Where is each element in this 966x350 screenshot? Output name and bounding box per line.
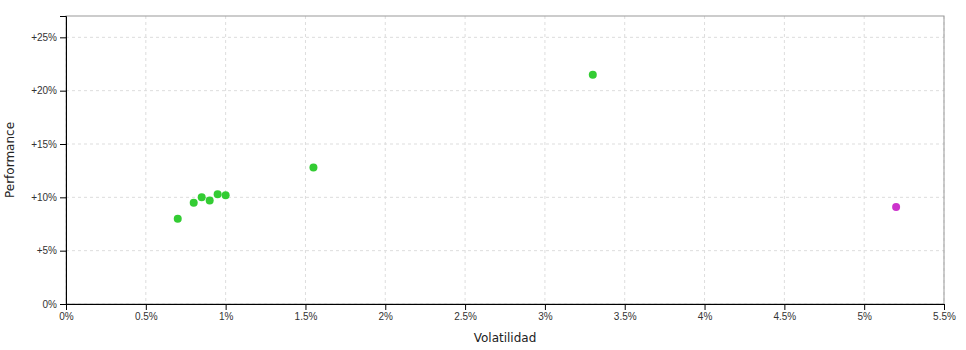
grid-line xyxy=(66,144,944,145)
tick-label: 5% xyxy=(857,311,872,322)
tick: 0% xyxy=(43,299,66,310)
tick: +10% xyxy=(31,192,66,203)
tick-mark xyxy=(226,304,227,310)
tick: 1% xyxy=(219,304,234,322)
point xyxy=(309,163,317,171)
tick-mark xyxy=(864,304,865,310)
tick-mark xyxy=(305,304,306,310)
point xyxy=(214,190,222,198)
point xyxy=(198,193,206,201)
grid xyxy=(66,16,944,304)
tick-label: 2% xyxy=(379,311,394,322)
point xyxy=(206,197,214,205)
tick: +25% xyxy=(31,32,66,43)
x-axis-title: Volatilidad xyxy=(474,331,537,345)
tick: +15% xyxy=(31,139,66,150)
tick: 5.5% xyxy=(933,304,956,322)
tick-mark xyxy=(60,144,66,145)
tick: 4% xyxy=(698,304,713,322)
point xyxy=(174,215,182,223)
grid-line xyxy=(66,90,944,91)
tick: 3.5% xyxy=(614,304,637,322)
tick-mark xyxy=(60,197,66,198)
grid-line xyxy=(784,16,785,304)
tick-label: +5% xyxy=(37,245,57,256)
axis-line xyxy=(60,17,67,305)
tick-label: +15% xyxy=(31,139,57,150)
tick-mark xyxy=(146,304,147,310)
tick-label: +10% xyxy=(31,192,57,203)
tick-mark xyxy=(784,304,785,310)
tick-label: +25% xyxy=(31,32,57,43)
plot-frame xyxy=(66,16,944,304)
tick-label: 4% xyxy=(698,311,713,322)
grid-line xyxy=(66,250,944,251)
point xyxy=(892,203,900,211)
axis-line xyxy=(67,305,945,311)
tick-label: 1.5% xyxy=(295,311,318,322)
tick-label: 2.5% xyxy=(454,311,477,322)
tick-mark xyxy=(545,304,546,310)
grid-line xyxy=(385,16,386,304)
series xyxy=(174,71,597,223)
tick-label: +20% xyxy=(31,85,57,96)
grid-line xyxy=(704,16,705,304)
series xyxy=(892,203,900,211)
tick-label: 0.5% xyxy=(135,311,158,322)
tick-mark xyxy=(625,304,626,310)
point xyxy=(222,191,230,199)
grid-line xyxy=(465,16,466,304)
tick: 1.5% xyxy=(295,304,318,322)
tick: 2.5% xyxy=(454,304,477,322)
tick: 2% xyxy=(379,304,394,322)
grid-line xyxy=(624,16,625,304)
tick: +5% xyxy=(37,245,66,256)
x-axis: 0% 0.5% 1% 1.5% 2% 2.5% 3% 3.5% 4% 4.5% 5% 5.5% xyxy=(59,304,956,322)
tick: 0% xyxy=(59,304,74,322)
tick-mark xyxy=(705,304,706,310)
y-axis: 0% +5% +10% +15% +20% +25% xyxy=(31,17,66,310)
tick-label: 5.5% xyxy=(933,311,956,322)
tick: 5% xyxy=(857,304,872,322)
tick: 0.5% xyxy=(135,304,158,322)
tick-mark xyxy=(944,304,945,310)
grid-line xyxy=(66,37,944,38)
grid-line xyxy=(544,16,545,304)
grid-line xyxy=(145,16,146,304)
grid-line xyxy=(225,16,226,304)
tick: 3% xyxy=(538,304,553,322)
tick-mark xyxy=(60,91,66,92)
point xyxy=(190,199,198,207)
tick-label: 3.5% xyxy=(614,311,637,322)
tick-label: 4.5% xyxy=(773,311,796,322)
tick-label: 0% xyxy=(43,299,58,310)
tick: 4.5% xyxy=(773,304,796,322)
point xyxy=(589,71,597,79)
tick-label: 1% xyxy=(219,311,234,322)
tick: +20% xyxy=(31,85,66,96)
tick-mark xyxy=(60,37,66,38)
tick-mark xyxy=(385,304,386,310)
tick-mark xyxy=(60,304,66,305)
tick-label: 0% xyxy=(59,311,74,322)
grid-line xyxy=(864,16,865,304)
chart: 0% 0.5% 1% 1.5% 2% 2.5% 3% 3.5% 4% 4.5% 5% 5.5% 0% +5… xyxy=(0,0,966,350)
y-axis-title: Performance xyxy=(3,122,17,198)
tick-mark xyxy=(60,251,66,252)
tick-mark xyxy=(465,304,466,310)
grid-line xyxy=(305,16,306,304)
plot: 0% 0.5% 1% 1.5% 2% 2.5% 3% 3.5% 4% 4.5% 5% 5.5% 0% +5… xyxy=(31,16,956,322)
tick-label: 3% xyxy=(538,311,553,322)
points xyxy=(174,71,900,223)
